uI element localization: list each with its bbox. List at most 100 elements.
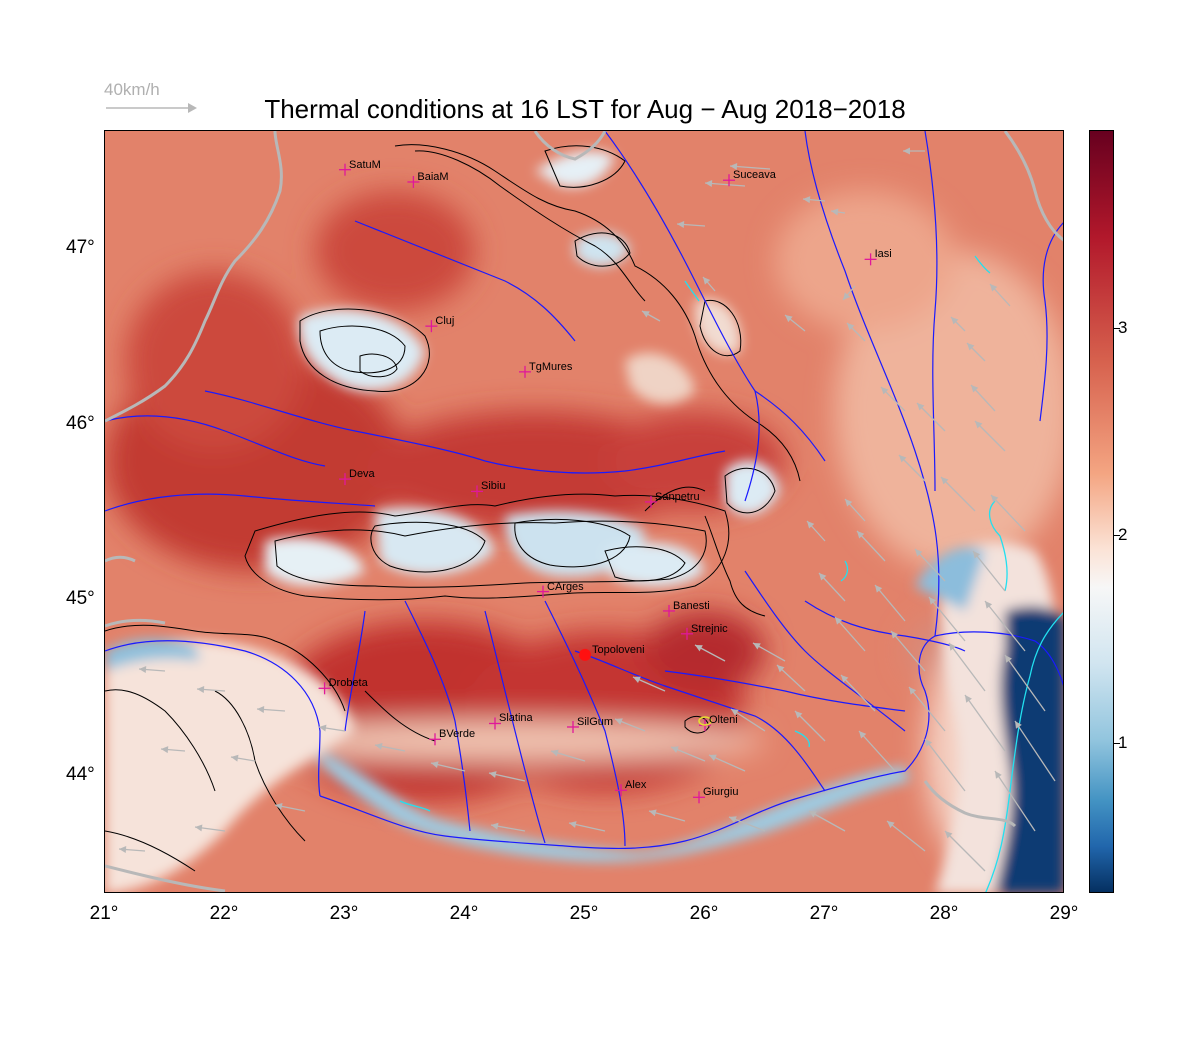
city-marker: [339, 163, 351, 176]
wind-arrow: [632, 676, 666, 692]
lon-tick-label: 26°: [689, 903, 719, 924]
city-marker: [407, 175, 420, 188]
lon-tick-label: 29°: [1049, 903, 1079, 924]
city-markers: [318, 163, 877, 804]
colorbar-tick-label: 2: [1118, 525, 1128, 545]
wind-arrow: [898, 454, 926, 482]
city-label: Sibiu: [481, 480, 506, 493]
city-label: Deva: [349, 468, 375, 481]
city-label: Olteni: [709, 714, 738, 727]
highlight-site-label: Topoloveni: [592, 643, 645, 656]
wind-arrow: [670, 746, 706, 762]
wind-arrow: [430, 761, 466, 772]
wind-arrow: [160, 746, 186, 754]
wind-arrow: [914, 548, 946, 582]
wind-arrow: [840, 674, 876, 712]
lon-tick-label: 23°: [329, 903, 359, 924]
wind-arrow: [972, 550, 1006, 592]
city-label: Suceava: [733, 169, 776, 182]
map-title: Thermal conditions at 16 LST for Aug − A…: [264, 94, 906, 124]
city-marker: [693, 791, 705, 804]
city-label: Iasi: [874, 248, 892, 261]
coast-lines: [399, 255, 1063, 892]
wind-arrow: [940, 476, 976, 512]
wind-arrow: [230, 754, 256, 762]
colorbar-tick: [1114, 535, 1120, 537]
wind-arrow: [196, 686, 226, 693]
wind-arrow: [948, 642, 986, 692]
wind-arrow: [944, 830, 986, 872]
wind-arrow: [550, 749, 586, 762]
city-label: TgMures: [529, 360, 573, 373]
wind-arrow: [614, 718, 646, 732]
wind-arrow: [808, 810, 846, 832]
city-marker: [537, 585, 549, 598]
city-label: SilGum: [577, 715, 614, 728]
city-marker: [339, 473, 351, 486]
wind-arrow: [974, 420, 1006, 452]
city-label: CArges: [547, 580, 584, 593]
city-marker: [615, 784, 627, 797]
city-marker: [471, 485, 483, 498]
wind-arrow: [641, 310, 661, 322]
city-marker: [519, 365, 531, 378]
wind-arrow: [842, 285, 856, 301]
wind-arrow: [118, 846, 146, 854]
wind-arrow: [490, 822, 526, 832]
wind-arrow: [903, 147, 925, 155]
wind-arrow: [729, 163, 771, 171]
lon-tick-label: 24°: [449, 903, 479, 924]
wind-arrow: [776, 664, 806, 692]
wind-arrow: [886, 820, 926, 852]
wind-arrow: [874, 584, 906, 622]
wind-arrow: [704, 180, 746, 188]
lat-tick-label: 45°: [66, 588, 95, 610]
lon-tick-label: 28°: [929, 903, 959, 924]
lat-tick-label: 47°: [66, 236, 95, 258]
city-marker: [318, 682, 331, 695]
wind-arrow: [728, 816, 766, 832]
city-label: Slatina: [499, 712, 533, 725]
lon-tick-label: 22°: [209, 903, 239, 924]
wind-arrow: [648, 809, 686, 822]
lat-tick-label: 44°: [66, 764, 95, 786]
wind-arrow: [784, 314, 806, 332]
city-label: BVerde: [439, 728, 476, 741]
city-label: Drobeta: [328, 677, 368, 690]
city-label: Cluj: [435, 315, 455, 328]
city-label: Banesti: [673, 599, 710, 612]
wind-arrow: [916, 402, 946, 432]
wind-arrow: [858, 730, 896, 772]
wind-arrow: [834, 616, 866, 652]
wind-arrow: [256, 706, 286, 713]
wind-arrow: [989, 283, 1011, 307]
map-svg: [105, 131, 1063, 892]
wind-arrow: [970, 384, 996, 412]
wind-arrow: [802, 196, 826, 204]
lon-tick-label: 25°: [569, 903, 599, 924]
wind-arrow: [990, 494, 1026, 532]
wind-arrow: [568, 821, 606, 832]
map-frame: [104, 130, 1064, 893]
city-marker: [864, 253, 877, 266]
wind-arrow: [694, 644, 726, 662]
wind-arrow: [488, 771, 526, 782]
wind-vectors: [118, 147, 1056, 872]
city-marker: [429, 733, 441, 746]
city-label: Giurgiu: [703, 786, 739, 799]
lat-tick-label: 46°: [66, 412, 95, 434]
lon-tick-label: 27°: [809, 903, 839, 924]
wind-arrow: [676, 221, 706, 228]
city-marker: [567, 720, 579, 733]
city-label: Sanpetru: [655, 490, 700, 503]
city-marker: [681, 627, 693, 640]
city-marker: [425, 320, 438, 333]
city-label: Strejnic: [691, 622, 728, 635]
colorbar-tick-label: 1: [1118, 733, 1128, 753]
wind-arrow: [924, 738, 966, 792]
wind-arrow: [890, 630, 926, 672]
city-marker: [645, 495, 657, 508]
country-borders: [105, 131, 1063, 892]
wind-arrow: [374, 742, 406, 752]
wind-arrow: [844, 498, 866, 522]
